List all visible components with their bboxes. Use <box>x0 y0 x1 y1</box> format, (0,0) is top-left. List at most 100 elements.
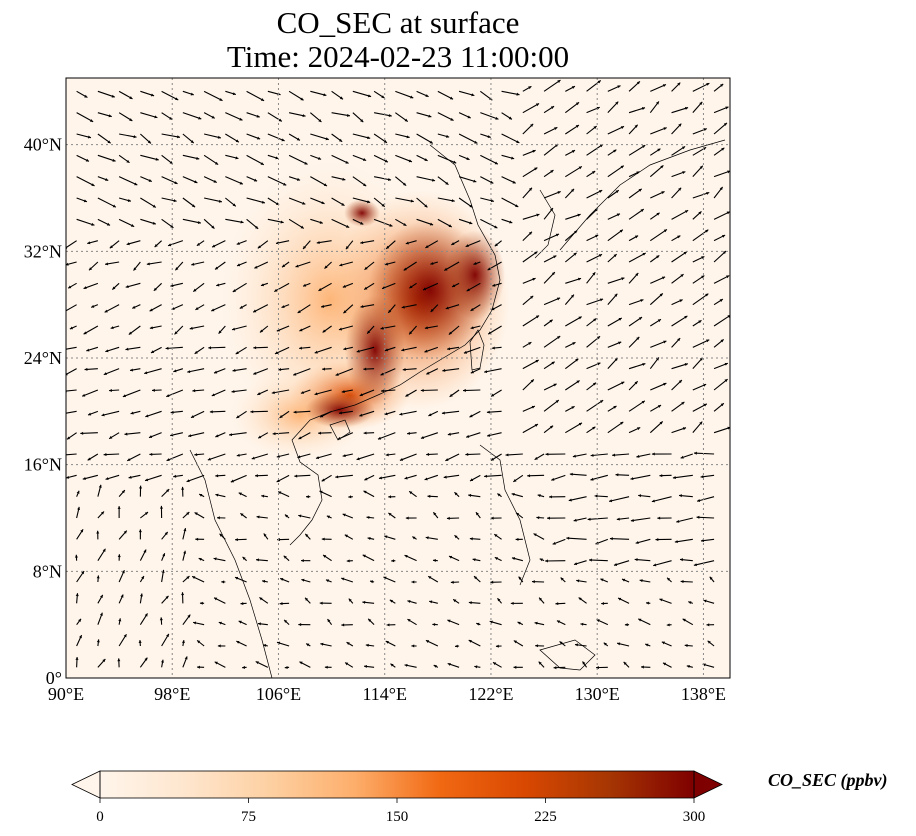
wind-arrow-head <box>549 319 553 323</box>
wind-arrow-head <box>513 640 518 644</box>
wind-arrow-head <box>727 170 730 174</box>
wind-arrow-head <box>341 390 345 394</box>
wind-arrow-head <box>409 285 413 289</box>
wind-arrow-head <box>680 455 684 459</box>
wind-arrow-shaft <box>650 340 667 348</box>
wind-arrow-head <box>621 277 625 281</box>
wind-arrow-head <box>577 277 582 281</box>
wind-arrow-head <box>235 139 239 143</box>
wind-arrow-head <box>219 533 223 537</box>
wind-arrow-shaft <box>416 133 434 144</box>
wind-arrow-head <box>601 601 605 606</box>
wind-arrow-head <box>489 620 493 624</box>
wind-arrow-head <box>130 368 134 372</box>
wind-arrow-head <box>451 242 455 245</box>
wind-arrow-shaft <box>66 453 77 456</box>
wind-arrow-head <box>495 644 499 648</box>
wind-arrow-head <box>638 188 642 192</box>
wind-arrow-head <box>388 512 392 516</box>
wind-arrow-shaft <box>630 474 651 480</box>
wind-arrow-head <box>407 431 411 435</box>
wind-arrow-shaft <box>225 176 244 185</box>
wind-arrow-head <box>425 640 430 643</box>
wind-arrow-head <box>512 180 516 184</box>
wind-arrow-shaft <box>399 410 417 416</box>
wind-arrow-head <box>727 315 730 318</box>
wind-arrow-head <box>663 127 667 131</box>
wind-arrow-head <box>719 299 723 302</box>
wind-arrow-shaft <box>437 90 454 100</box>
wind-arrow-shaft <box>288 197 306 205</box>
wind-arrow-head <box>189 326 193 330</box>
wind-arrow-head <box>109 435 113 439</box>
wind-arrow-head <box>569 472 573 476</box>
wind-arrow-shaft <box>97 154 116 162</box>
wind-arrow-head <box>636 454 640 458</box>
wind-arrow-head <box>444 267 448 271</box>
wind-arrow-head <box>538 661 542 665</box>
wind-arrow-head <box>455 644 458 648</box>
wind-arrow-shaft <box>501 90 520 96</box>
wind-arrow-head <box>560 577 564 581</box>
wind-arrow-head <box>346 224 350 228</box>
wind-arrow-head <box>175 267 179 271</box>
wind-arrow-head <box>123 530 127 534</box>
wind-arrow-head <box>104 309 108 313</box>
wind-arrow-head <box>77 506 81 511</box>
wind-arrow-head <box>80 431 84 435</box>
wind-arrow-head <box>634 381 638 385</box>
wind-arrow-head <box>295 264 299 268</box>
wind-arrow-head <box>686 665 690 668</box>
wind-arrow-head <box>117 554 121 558</box>
wind-arrow-head <box>617 85 621 89</box>
wind-arrow-head <box>726 275 730 279</box>
wind-arrow-head <box>641 665 644 669</box>
wind-arrow-head <box>207 457 211 461</box>
wind-arrow-head <box>183 550 187 554</box>
wind-arrow-head <box>346 642 350 646</box>
wind-arrow-head <box>348 598 352 602</box>
wind-arrow-head <box>194 350 198 354</box>
wind-arrow-head <box>384 412 388 416</box>
wind-arrow-head <box>603 642 607 646</box>
wind-arrow-head <box>175 97 179 101</box>
wind-arrow-head <box>495 116 499 120</box>
wind-arrow-head <box>235 156 239 160</box>
wind-arrow-head <box>663 229 667 233</box>
wind-arrow-head <box>467 115 471 119</box>
wind-arrow-head <box>661 276 666 280</box>
wind-arrow-head <box>83 286 87 290</box>
wind-arrow-head <box>263 644 267 648</box>
wind-arrow-head <box>344 534 348 538</box>
wind-arrow-head <box>342 454 346 458</box>
wind-arrow-shaft <box>140 197 157 208</box>
wind-arrow-head <box>297 455 301 459</box>
wind-arrow-head <box>424 349 428 353</box>
wind-arrow-shaft <box>251 453 269 460</box>
colorbar-ticks: 0 75 150 225 300 <box>96 798 705 825</box>
wind-arrow-head <box>166 489 170 493</box>
wind-arrow-head <box>213 179 217 183</box>
wind-arrow-head <box>620 421 624 425</box>
wind-arrow-head <box>322 367 326 371</box>
wind-arrow-head <box>106 222 111 226</box>
wind-arrow-head <box>356 349 360 353</box>
wind-arrow-head <box>531 580 535 584</box>
wind-arrow-head <box>194 180 198 184</box>
wind-arrow-head <box>138 529 142 533</box>
wind-arrow-shaft <box>442 368 460 372</box>
wind-arrow-head <box>491 393 495 397</box>
wind-arrow-head <box>318 431 322 435</box>
wind-arrow-head <box>183 528 187 532</box>
wind-arrow-head <box>429 600 433 604</box>
wind-arrow-head <box>530 123 534 127</box>
wind-arrow-head <box>362 554 366 558</box>
wind-arrow-head <box>385 641 389 644</box>
wind-arrow-head <box>280 578 284 581</box>
wind-arrow-shaft <box>522 423 539 434</box>
wind-arrow-head <box>680 580 684 584</box>
wind-arrow-head <box>236 640 240 644</box>
wind-arrow-shaft <box>458 133 478 144</box>
wind-arrow-shaft <box>395 154 413 163</box>
wind-arrow-head <box>388 495 392 499</box>
